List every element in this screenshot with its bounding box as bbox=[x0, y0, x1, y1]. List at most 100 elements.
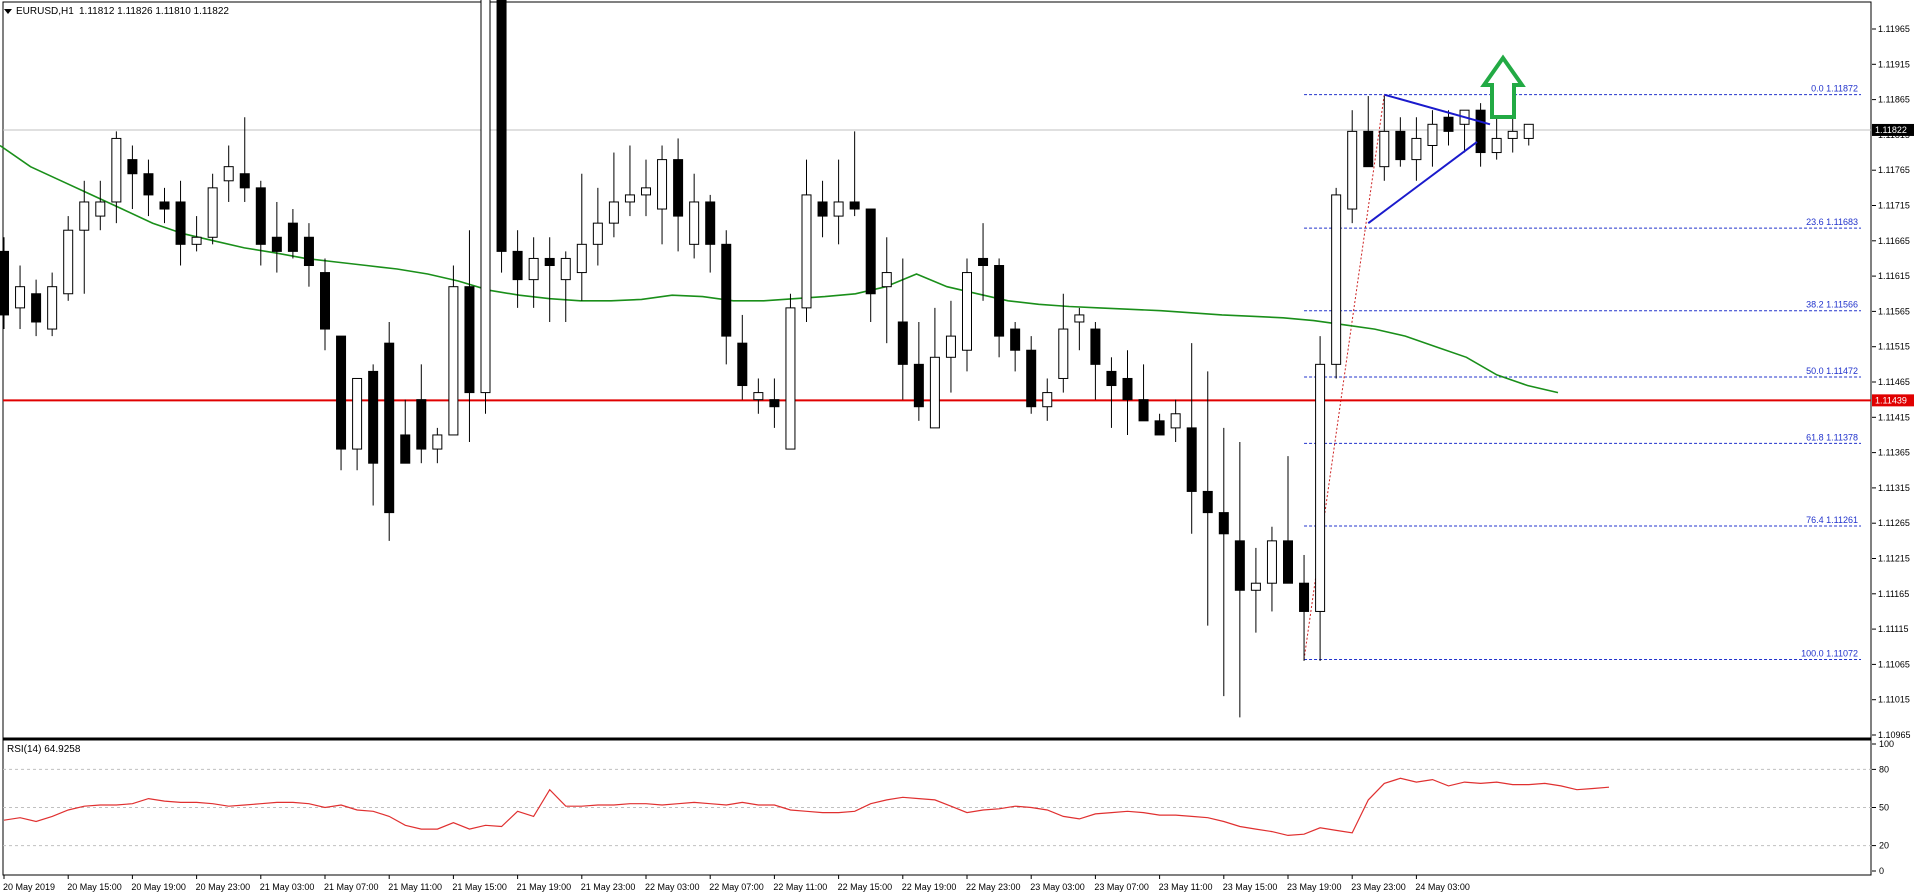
time-axis: 20 May 2019 20 May 15:00 20 May 19:00 20 Ma… bbox=[3, 875, 1470, 892]
fib-level-label: 61.8 1.11378 bbox=[1806, 432, 1858, 442]
dropdown-triangle-icon[interactable] bbox=[4, 9, 12, 14]
candle bbox=[512, 230, 523, 308]
candle-body bbox=[1042, 392, 1053, 408]
candle bbox=[287, 209, 298, 259]
candle-body bbox=[528, 257, 539, 281]
candle bbox=[865, 208, 876, 322]
candle-body bbox=[512, 250, 523, 281]
candle-body bbox=[849, 201, 860, 210]
candle bbox=[63, 216, 74, 301]
candle-body bbox=[1347, 130, 1358, 210]
candle-body bbox=[207, 187, 218, 238]
candle bbox=[1475, 103, 1486, 167]
candle bbox=[400, 399, 411, 464]
candle bbox=[560, 251, 571, 322]
candle-body bbox=[271, 236, 282, 252]
candle bbox=[464, 230, 475, 443]
candle-body bbox=[31, 293, 42, 323]
time-tick-label: 23 May 03:00 bbox=[1030, 882, 1085, 892]
candle bbox=[592, 187, 603, 266]
candlesticks bbox=[0, 0, 1534, 718]
candle-body bbox=[1250, 582, 1261, 591]
candle bbox=[271, 201, 282, 273]
candle bbox=[657, 145, 668, 245]
candle bbox=[1058, 293, 1069, 393]
candle-body bbox=[79, 201, 90, 231]
candle-body bbox=[1427, 123, 1438, 146]
ohlc-readout: 1.11812 1.11826 1.11810 1.11822 bbox=[79, 6, 229, 17]
candle-body bbox=[1218, 512, 1229, 535]
time-tick-label: 23 May 15:00 bbox=[1223, 882, 1278, 892]
candle bbox=[336, 335, 347, 471]
time-tick-label: 22 May 03:00 bbox=[645, 882, 700, 892]
time-tick-label: 22 May 07:00 bbox=[709, 882, 764, 892]
candle-body bbox=[352, 377, 363, 450]
candle-body bbox=[1331, 194, 1342, 365]
candle bbox=[1186, 343, 1197, 534]
ma-line bbox=[0, 144, 1559, 394]
candle bbox=[1250, 547, 1261, 633]
candle bbox=[1379, 96, 1390, 181]
candle bbox=[384, 321, 395, 541]
breakout-arrow-up-icon bbox=[1480, 54, 1526, 119]
candle-body bbox=[416, 399, 427, 450]
candle-body bbox=[705, 201, 716, 245]
candle-body bbox=[608, 201, 619, 224]
fib-level-label: 0.0 1.11872 bbox=[1811, 84, 1858, 94]
candle bbox=[769, 378, 780, 428]
price-tick-label: 1.11765 bbox=[1878, 165, 1910, 175]
candle bbox=[528, 237, 539, 308]
candle-body bbox=[303, 236, 314, 267]
time-tick-label: 22 May 19:00 bbox=[902, 882, 957, 892]
candle-body bbox=[127, 159, 138, 175]
candle bbox=[175, 180, 186, 266]
price-tick-label: 1.11465 bbox=[1878, 377, 1910, 387]
candle bbox=[79, 180, 90, 294]
candle-body bbox=[1363, 130, 1374, 168]
rsi-tick-label: 50 bbox=[1879, 803, 1889, 813]
candle-body bbox=[159, 201, 170, 210]
candle bbox=[1411, 117, 1422, 181]
candle-body bbox=[1074, 314, 1085, 323]
candle bbox=[31, 279, 42, 337]
price-tick-label: 1.11215 bbox=[1878, 554, 1910, 564]
price-tick-label: 1.11565 bbox=[1878, 306, 1910, 316]
candle bbox=[1299, 554, 1310, 661]
time-tick-label: 20 May 2019 bbox=[3, 882, 55, 892]
triangle-lower-line bbox=[1367, 141, 1478, 224]
candle-body bbox=[175, 201, 186, 245]
candle-body bbox=[1234, 540, 1245, 591]
candle bbox=[1427, 110, 1438, 167]
price-tick-label: 1.11265 bbox=[1878, 518, 1910, 528]
price-tick-label: 1.11615 bbox=[1878, 271, 1910, 281]
candle-body bbox=[1122, 377, 1133, 401]
candle bbox=[1331, 187, 1342, 379]
candle bbox=[1315, 336, 1326, 661]
candle-body bbox=[464, 286, 475, 394]
candle-body bbox=[657, 159, 668, 210]
price-tick-label: 1.11965 bbox=[1878, 24, 1910, 34]
time-tick-label: 21 May 15:00 bbox=[452, 882, 507, 892]
candle-body bbox=[223, 166, 234, 182]
fib-level-label: 100.0 1.11072 bbox=[1801, 648, 1858, 658]
support-price-tag bbox=[1872, 394, 1914, 407]
candle bbox=[737, 314, 748, 400]
current-price-tag bbox=[1872, 123, 1914, 136]
candle-body bbox=[47, 286, 58, 330]
candle-body bbox=[15, 286, 26, 309]
candle-body bbox=[255, 187, 266, 245]
candle bbox=[1283, 456, 1293, 584]
candle bbox=[480, 0, 491, 414]
triangle-pattern bbox=[1367, 93, 1491, 224]
candle-body bbox=[336, 335, 347, 450]
candle bbox=[817, 180, 828, 238]
candle bbox=[255, 180, 266, 266]
fib-level-label: 23.6 1.11683 bbox=[1806, 217, 1858, 227]
time-tick-label: 23 May 19:00 bbox=[1287, 882, 1342, 892]
candle bbox=[1106, 357, 1117, 428]
support-price-label: 1.11439 bbox=[1875, 395, 1907, 405]
candle-body bbox=[287, 222, 298, 252]
candle-body bbox=[1106, 370, 1117, 387]
candle bbox=[544, 237, 555, 322]
